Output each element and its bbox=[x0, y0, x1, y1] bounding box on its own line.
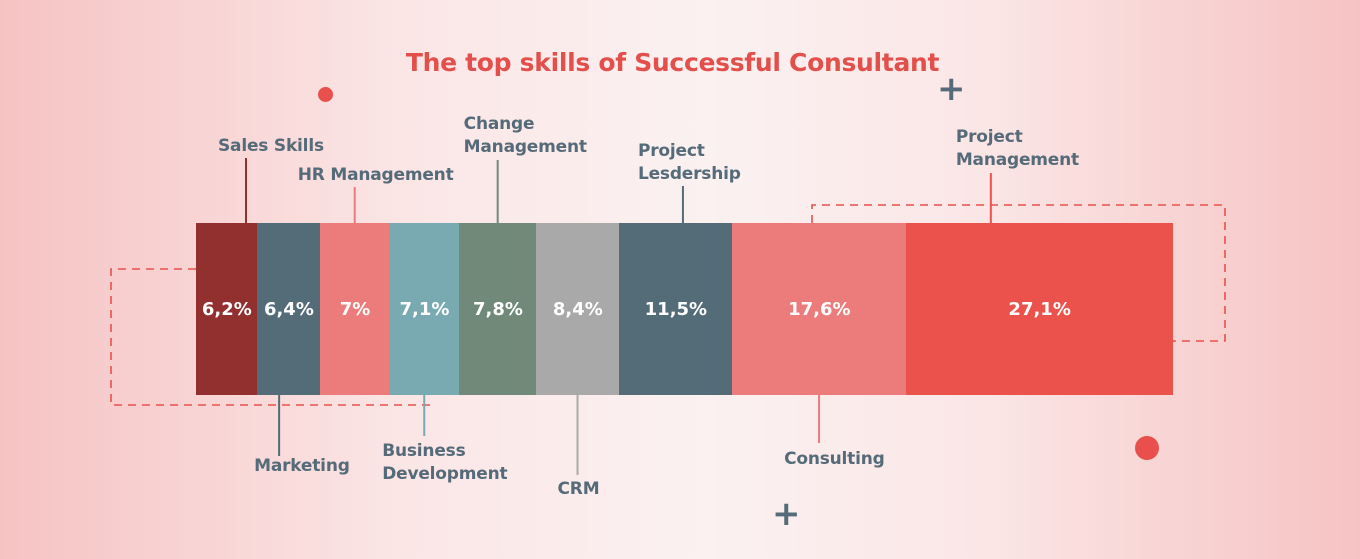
category-label: CRM bbox=[557, 479, 600, 499]
bar-segment: 6,2% bbox=[196, 223, 258, 395]
bar-segment: 8,4% bbox=[536, 223, 620, 395]
bar-segment: 6,4% bbox=[257, 223, 321, 395]
category-label: Change Management bbox=[463, 114, 587, 157]
data-label: 7% bbox=[339, 298, 371, 320]
red-dot-icon bbox=[1135, 436, 1159, 460]
data-label: 7,1% bbox=[399, 298, 450, 320]
data-label: 17,6% bbox=[788, 298, 851, 320]
category-label: Consulting bbox=[784, 449, 885, 469]
data-label: 6,2% bbox=[201, 298, 252, 320]
data-label: 27,1% bbox=[1008, 298, 1071, 320]
chart-title: The top skills of Successful Consultant bbox=[405, 48, 940, 77]
category-label: HR Management bbox=[297, 165, 454, 185]
bar-segment: 27,1% bbox=[905, 223, 1174, 395]
bar-segment: 7,8% bbox=[459, 223, 537, 395]
bar-segment: 11,5% bbox=[618, 223, 733, 395]
bar-segment: 7,1% bbox=[389, 223, 460, 395]
category-label: Project Lesdership bbox=[637, 141, 741, 184]
red-dot-icon bbox=[318, 87, 333, 102]
category-label: Marketing bbox=[254, 456, 350, 476]
plus-icon: + bbox=[772, 494, 801, 534]
bar-segment: 7% bbox=[320, 223, 390, 395]
category-label: Business Development bbox=[382, 441, 508, 484]
data-label: 6,4% bbox=[263, 298, 314, 320]
category-label: Sales Skills bbox=[218, 136, 324, 156]
data-label: 11,5% bbox=[644, 298, 708, 320]
bar-segment: 17,6% bbox=[732, 223, 907, 395]
category-label: Project Management bbox=[955, 127, 1079, 170]
data-label: 8,4% bbox=[552, 298, 603, 320]
plus-icon: + bbox=[937, 69, 966, 109]
data-label: 7,8% bbox=[472, 298, 523, 320]
leader-lines bbox=[245, 158, 992, 475]
left-dashed-bracket bbox=[110, 268, 430, 406]
